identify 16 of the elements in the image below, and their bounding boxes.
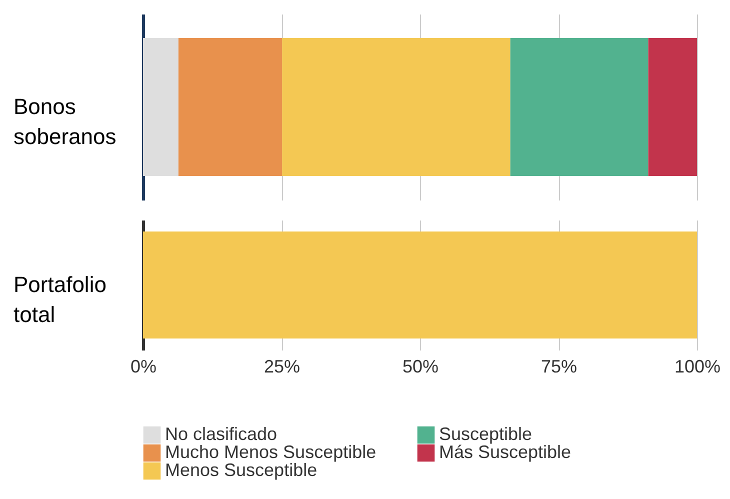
x-tick-label: 25% (264, 356, 300, 376)
legend-label: No clasificado (165, 424, 278, 444)
x-tick-label: 50% (402, 356, 439, 376)
x-tick-label: 0% (130, 356, 157, 376)
legend-label: Susceptible (439, 424, 532, 444)
legend-label: Mucho Menos Susceptible (165, 442, 376, 462)
x-tick-label: 100% (674, 356, 721, 376)
legend-label: Menos Susceptible (165, 460, 318, 480)
bar (648, 38, 697, 176)
bar (143, 38, 178, 176)
bar (282, 38, 510, 176)
bar (510, 38, 648, 176)
bar (178, 38, 282, 176)
x-tick-label: 75% (540, 356, 578, 376)
y-tick-label: Portafolio total (14, 272, 106, 327)
y-tick-label: Bonos soberanos (14, 94, 116, 149)
